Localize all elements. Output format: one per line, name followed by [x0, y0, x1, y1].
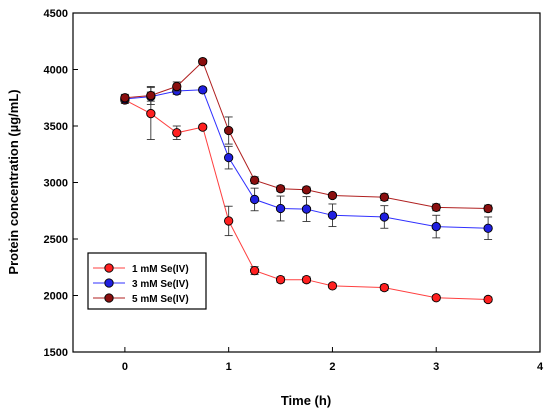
axis-ticks: 1500 2000 2500 3000 3500 4000 4500 0 1 2 3 4: [44, 8, 544, 373]
data-point: [275, 184, 286, 194]
data-point: [146, 90, 156, 101]
legend-label: 3 mM Se(IV): [132, 279, 189, 290]
data-point: [198, 56, 208, 67]
data-point: [172, 128, 182, 138]
data-point: [198, 122, 208, 132]
series-line: [124, 99, 489, 300]
data-point: [224, 216, 234, 226]
y-tick-label: 3500: [44, 121, 68, 133]
data-point: [483, 223, 493, 233]
x-axis-label: Time (h): [281, 393, 331, 408]
data-point: [275, 275, 286, 285]
data-point: [483, 203, 493, 214]
data-point: [301, 275, 312, 285]
data-point: [483, 294, 493, 305]
data-point: [172, 81, 182, 92]
series-layer: [120, 56, 493, 305]
data-point: [249, 194, 260, 205]
y-tick-label: 3000: [44, 178, 68, 190]
data-point: [301, 204, 312, 214]
y-axis-label: Protein concentration (µg/mL): [6, 89, 21, 274]
data-point: [249, 175, 260, 185]
data-point: [379, 192, 389, 202]
data-point: [327, 210, 338, 220]
series-3: [120, 56, 493, 214]
legend-label: 1 mM Se(IV): [132, 264, 189, 275]
data-point: [431, 293, 441, 303]
legend-marker: [104, 278, 114, 288]
data-point: [146, 108, 156, 119]
x-tick-label: 4: [537, 361, 544, 373]
data-point: [431, 202, 441, 213]
y-tick-label: 2500: [44, 234, 68, 246]
legend-marker: [104, 263, 114, 273]
data-point: [301, 185, 312, 195]
data-point: [224, 152, 234, 163]
legend-item: 5 mM Se(IV): [93, 293, 189, 305]
legend-item: 3 mM Se(IV): [93, 278, 189, 290]
data-point: [431, 221, 441, 232]
data-point: [120, 93, 130, 103]
legend-label: 5 mM Se(IV): [132, 294, 189, 305]
data-point: [249, 265, 260, 276]
data-point: [224, 125, 234, 136]
legend-marker: [104, 293, 114, 303]
y-tick-label: 2000: [44, 291, 68, 303]
x-tick-label: 1: [226, 361, 232, 373]
data-point: [327, 190, 338, 201]
data-point: [379, 282, 389, 293]
y-tick-label: 1500: [44, 347, 68, 359]
x-tick-label: 2: [329, 361, 335, 373]
data-point: [198, 85, 208, 95]
legend-item: 1 mM Se(IV): [93, 263, 189, 275]
y-tick-label: 4500: [44, 8, 68, 20]
x-tick-label: 3: [433, 361, 439, 373]
data-point: [379, 212, 389, 222]
data-point: [275, 203, 286, 214]
legend: 1 mM Se(IV) 3 mM Se(IV) 5 mM Se(IV): [87, 252, 207, 310]
x-tick-label: 0: [122, 361, 128, 373]
y-tick-label: 4000: [44, 65, 68, 77]
series-2: [120, 85, 493, 241]
data-point: [327, 281, 338, 291]
